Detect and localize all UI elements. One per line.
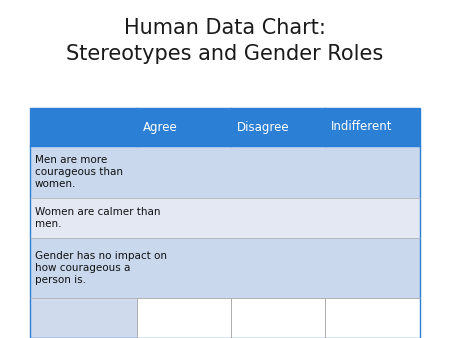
Text: Disagree: Disagree [237, 121, 290, 134]
Bar [30, 146, 137, 198]
Bar [30, 198, 137, 238]
Bar [30, 238, 137, 298]
Bar [325, 108, 420, 146]
Bar [137, 298, 231, 338]
Bar [325, 298, 420, 338]
Text: Women are calmer than
men.: Women are calmer than men. [35, 207, 161, 229]
Bar [30, 298, 137, 338]
Bar [325, 146, 420, 198]
Text: Agree: Agree [143, 121, 178, 134]
Bar [137, 198, 231, 238]
Text: Human Data Chart:
Stereotypes and Gender Roles: Human Data Chart: Stereotypes and Gender… [67, 18, 383, 64]
Bar [231, 146, 325, 198]
Bar [231, 108, 325, 146]
Bar [231, 298, 325, 338]
Bar [30, 108, 420, 338]
Bar [30, 108, 137, 146]
Bar [231, 198, 325, 238]
Bar [325, 238, 420, 298]
Bar [137, 108, 231, 146]
Bar [137, 146, 231, 198]
Bar [325, 198, 420, 238]
Text: Gender has no impact on
how courageous a
person is.: Gender has no impact on how courageous a… [35, 250, 167, 285]
Bar [137, 238, 231, 298]
Text: Indifferent: Indifferent [331, 121, 393, 134]
Text: Men are more
courageous than
women.: Men are more courageous than women. [35, 154, 123, 189]
Bar [231, 238, 325, 298]
